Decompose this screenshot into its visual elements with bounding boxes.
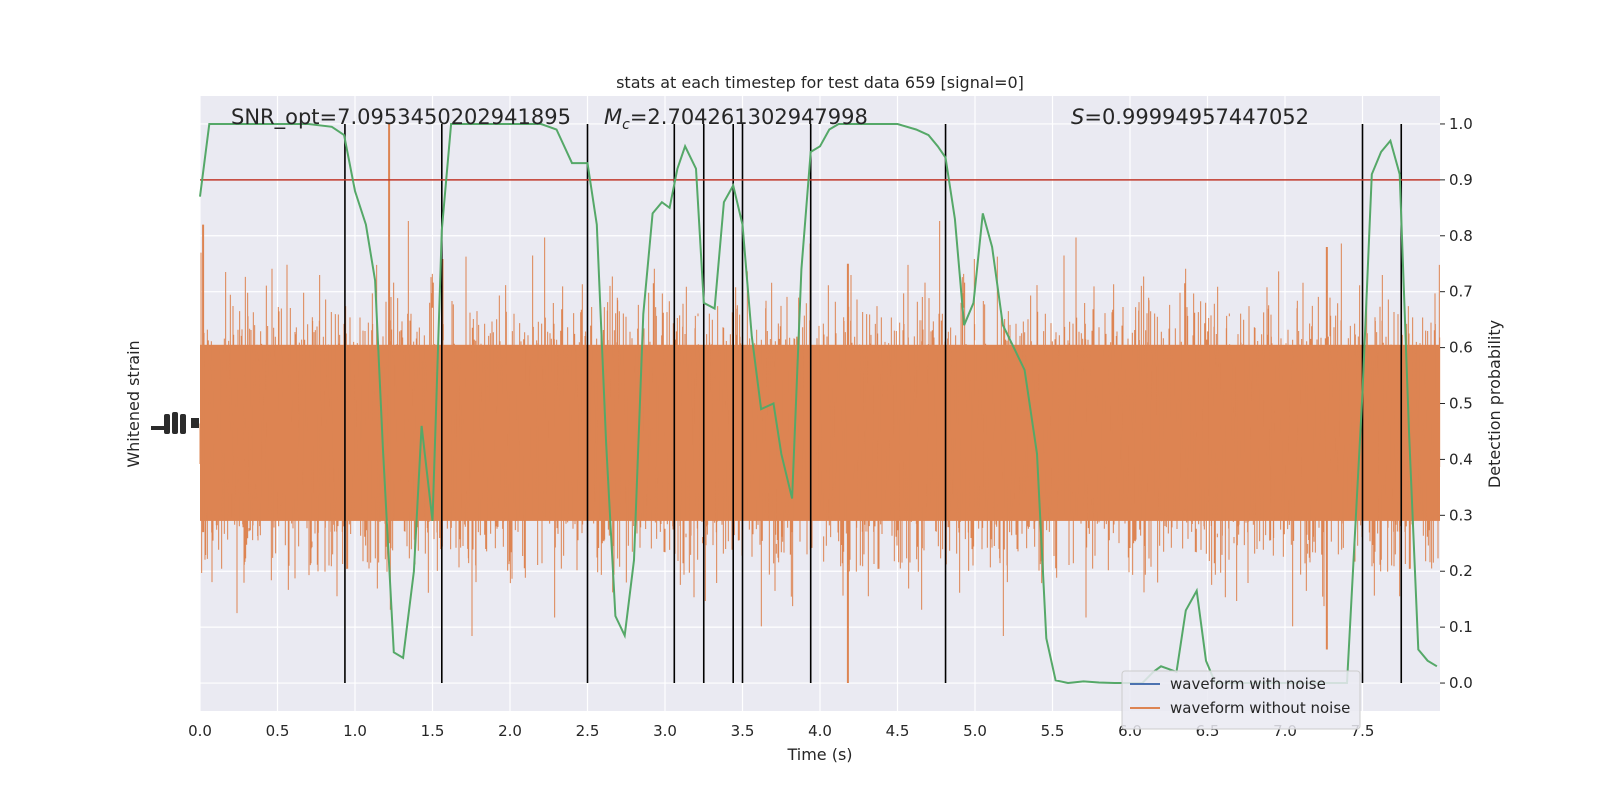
- series-waveform-without-noise: [199, 123, 1441, 684]
- x-tick-label: 1.0: [343, 722, 367, 740]
- s-symbol: S: [1071, 105, 1084, 129]
- chart-title: stats at each timestep for test data 659…: [616, 73, 1024, 92]
- x-tick-label: 4.0: [808, 722, 832, 740]
- y-tick-label: 0.7: [1449, 283, 1473, 301]
- x-tick-label: 4.5: [886, 722, 910, 740]
- event-markers: [344, 123, 1403, 684]
- mc-value: =2.704261302947998: [630, 105, 868, 129]
- y-tick-label: 1.0: [1449, 115, 1473, 133]
- noise-trace: [199, 221, 1441, 636]
- y-tick-label: 0.6: [1449, 339, 1473, 357]
- s-annotation: S=0.99994957447052: [1071, 105, 1309, 129]
- x-axis-label: Time (s): [786, 745, 852, 764]
- y-axis-label-right: Detection probability: [1485, 320, 1504, 488]
- y-tick-label: 0.8: [1449, 227, 1473, 245]
- y-tick-label: 0.2: [1449, 562, 1473, 580]
- s-value: =0.99994957447052: [1084, 105, 1309, 129]
- y-tick-label: 0.9: [1449, 171, 1473, 189]
- x-tick-label: 5.0: [963, 722, 987, 740]
- legend: waveform with noise waveform without noi…: [1121, 670, 1361, 730]
- legend-label-without-noise: waveform without noise: [1170, 699, 1350, 717]
- x-tick-label: 3.5: [731, 722, 755, 740]
- x-tick-label: 3.0: [653, 722, 677, 740]
- mc-symbol: M: [604, 105, 622, 129]
- y-tick-label: 0.0: [1449, 674, 1473, 692]
- x-tick-label: 2.5: [576, 722, 600, 740]
- x-tick-label: 5.5: [1041, 722, 1065, 740]
- y-axis-label-left: Whitened strain: [124, 340, 143, 467]
- y-tick-label: 0.4: [1449, 450, 1473, 468]
- x-tick-label: 0.5: [266, 722, 290, 740]
- y-tick-label: 0.1: [1449, 618, 1473, 636]
- x-tick-label: 2.0: [498, 722, 522, 740]
- snr-annotation: SNR_opt=7.0953450202941895: [231, 105, 571, 130]
- mc-annotation: Mc=2.704261302947998: [604, 105, 868, 133]
- x-tick-label: 0.0: [188, 722, 212, 740]
- legend-label-with-noise: waveform with noise: [1170, 675, 1326, 693]
- left-axis-tick-cluster: [151, 412, 199, 434]
- x-tick-label: 1.5: [421, 722, 445, 740]
- y-tick-label: 0.3: [1449, 506, 1473, 524]
- y-tick-label: 0.5: [1449, 395, 1473, 413]
- mc-subscript: c: [622, 117, 630, 133]
